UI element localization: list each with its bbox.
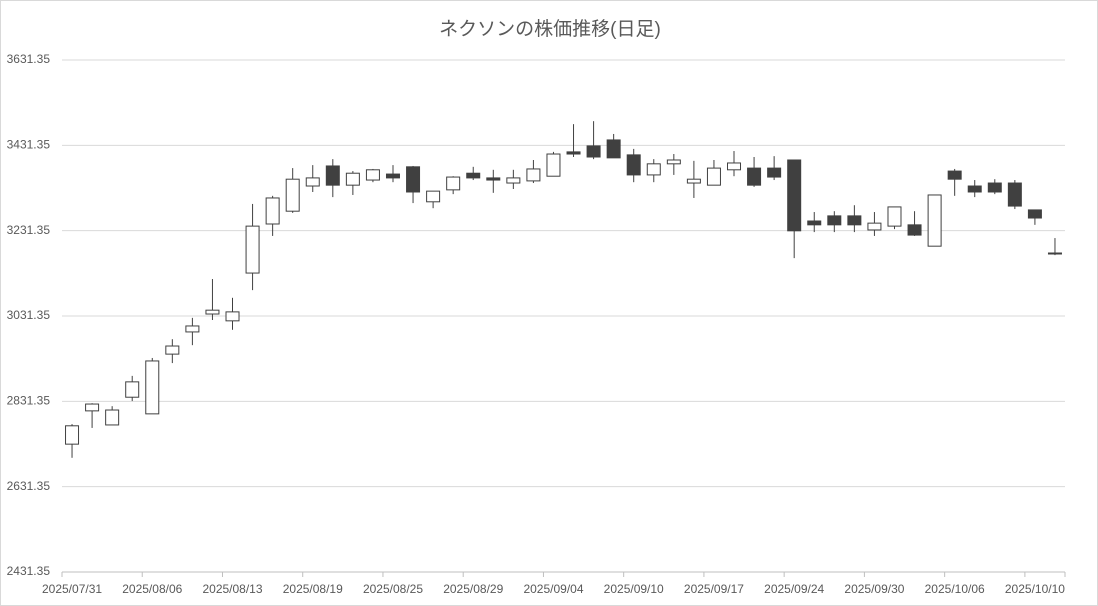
candle-body (145, 360, 160, 415)
candle-body (426, 190, 441, 203)
candle-body (847, 215, 862, 226)
candle-body (666, 159, 681, 165)
x-tick-label: 2025/10/10 (1005, 582, 1065, 596)
x-tick-label: 2025/08/19 (283, 582, 343, 596)
candle-body (1027, 209, 1042, 219)
candle-body (105, 409, 120, 426)
candle-body (827, 215, 842, 226)
candle-body (727, 162, 742, 171)
candle-body (907, 224, 922, 236)
candle-body (606, 139, 621, 159)
candle-body (646, 163, 661, 176)
candle-body (365, 169, 380, 181)
x-tick-label: 2025/10/06 (925, 582, 985, 596)
candle-body (686, 178, 701, 184)
x-tick-label: 2025/09/04 (523, 582, 583, 596)
candle-body (225, 311, 240, 322)
candle-body (245, 225, 260, 274)
candle-body (566, 151, 581, 155)
x-tick-label: 2025/07/31 (42, 582, 102, 596)
candle-body (947, 170, 962, 180)
x-tick-label: 2025/08/13 (202, 582, 262, 596)
candle-body (967, 185, 982, 193)
candle-body (1007, 182, 1022, 207)
candle-body (406, 166, 421, 193)
y-tick-label: 2431.35 (7, 564, 51, 578)
candle-body (305, 177, 320, 187)
candle-body (345, 172, 360, 186)
candle-body (285, 178, 300, 212)
candle-body (546, 153, 561, 177)
candle-body (767, 167, 782, 178)
x-tick-label: 2025/09/24 (764, 582, 824, 596)
x-tick-label: 2025/09/30 (844, 582, 904, 596)
candle-body (747, 167, 762, 186)
candle-body (586, 145, 601, 158)
y-tick-label: 3431.35 (7, 138, 51, 152)
y-tick-label: 2631.35 (7, 479, 51, 493)
candle-body (807, 220, 822, 226)
candle-body (867, 222, 882, 231)
y-tick-label: 3631.35 (7, 52, 51, 66)
candle-body (185, 325, 200, 333)
candle-body (325, 165, 340, 186)
candle-body (526, 168, 541, 182)
chart-title: ネクソンの株価推移(日足) (439, 18, 661, 40)
candle-body (466, 172, 481, 179)
candle-body (85, 403, 100, 412)
candle-body (506, 177, 521, 184)
candle-body (927, 194, 942, 247)
candle-body (385, 173, 400, 179)
candle-body (125, 381, 140, 398)
y-tick-label: 3231.35 (7, 223, 51, 237)
candle-body (65, 425, 80, 445)
candle-body (486, 177, 501, 181)
candle-body (787, 159, 802, 232)
candle-body (446, 176, 461, 191)
x-tick-label: 2025/09/17 (684, 582, 744, 596)
candle-body (265, 197, 280, 225)
x-tick-label: 2025/08/29 (443, 582, 503, 596)
y-tick-label: 2831.35 (7, 394, 51, 408)
x-tick-label: 2025/09/10 (604, 582, 664, 596)
candle-body (1047, 252, 1062, 255)
candle-body (706, 167, 721, 186)
candle-body (165, 345, 180, 355)
candle-body (887, 206, 902, 227)
y-tick-label: 3031.35 (7, 308, 51, 322)
x-tick-label: 2025/08/06 (122, 582, 182, 596)
candle-body (626, 154, 641, 176)
x-tick-label: 2025/08/25 (363, 582, 423, 596)
candle-body (987, 182, 1002, 193)
candle-body (205, 309, 220, 315)
